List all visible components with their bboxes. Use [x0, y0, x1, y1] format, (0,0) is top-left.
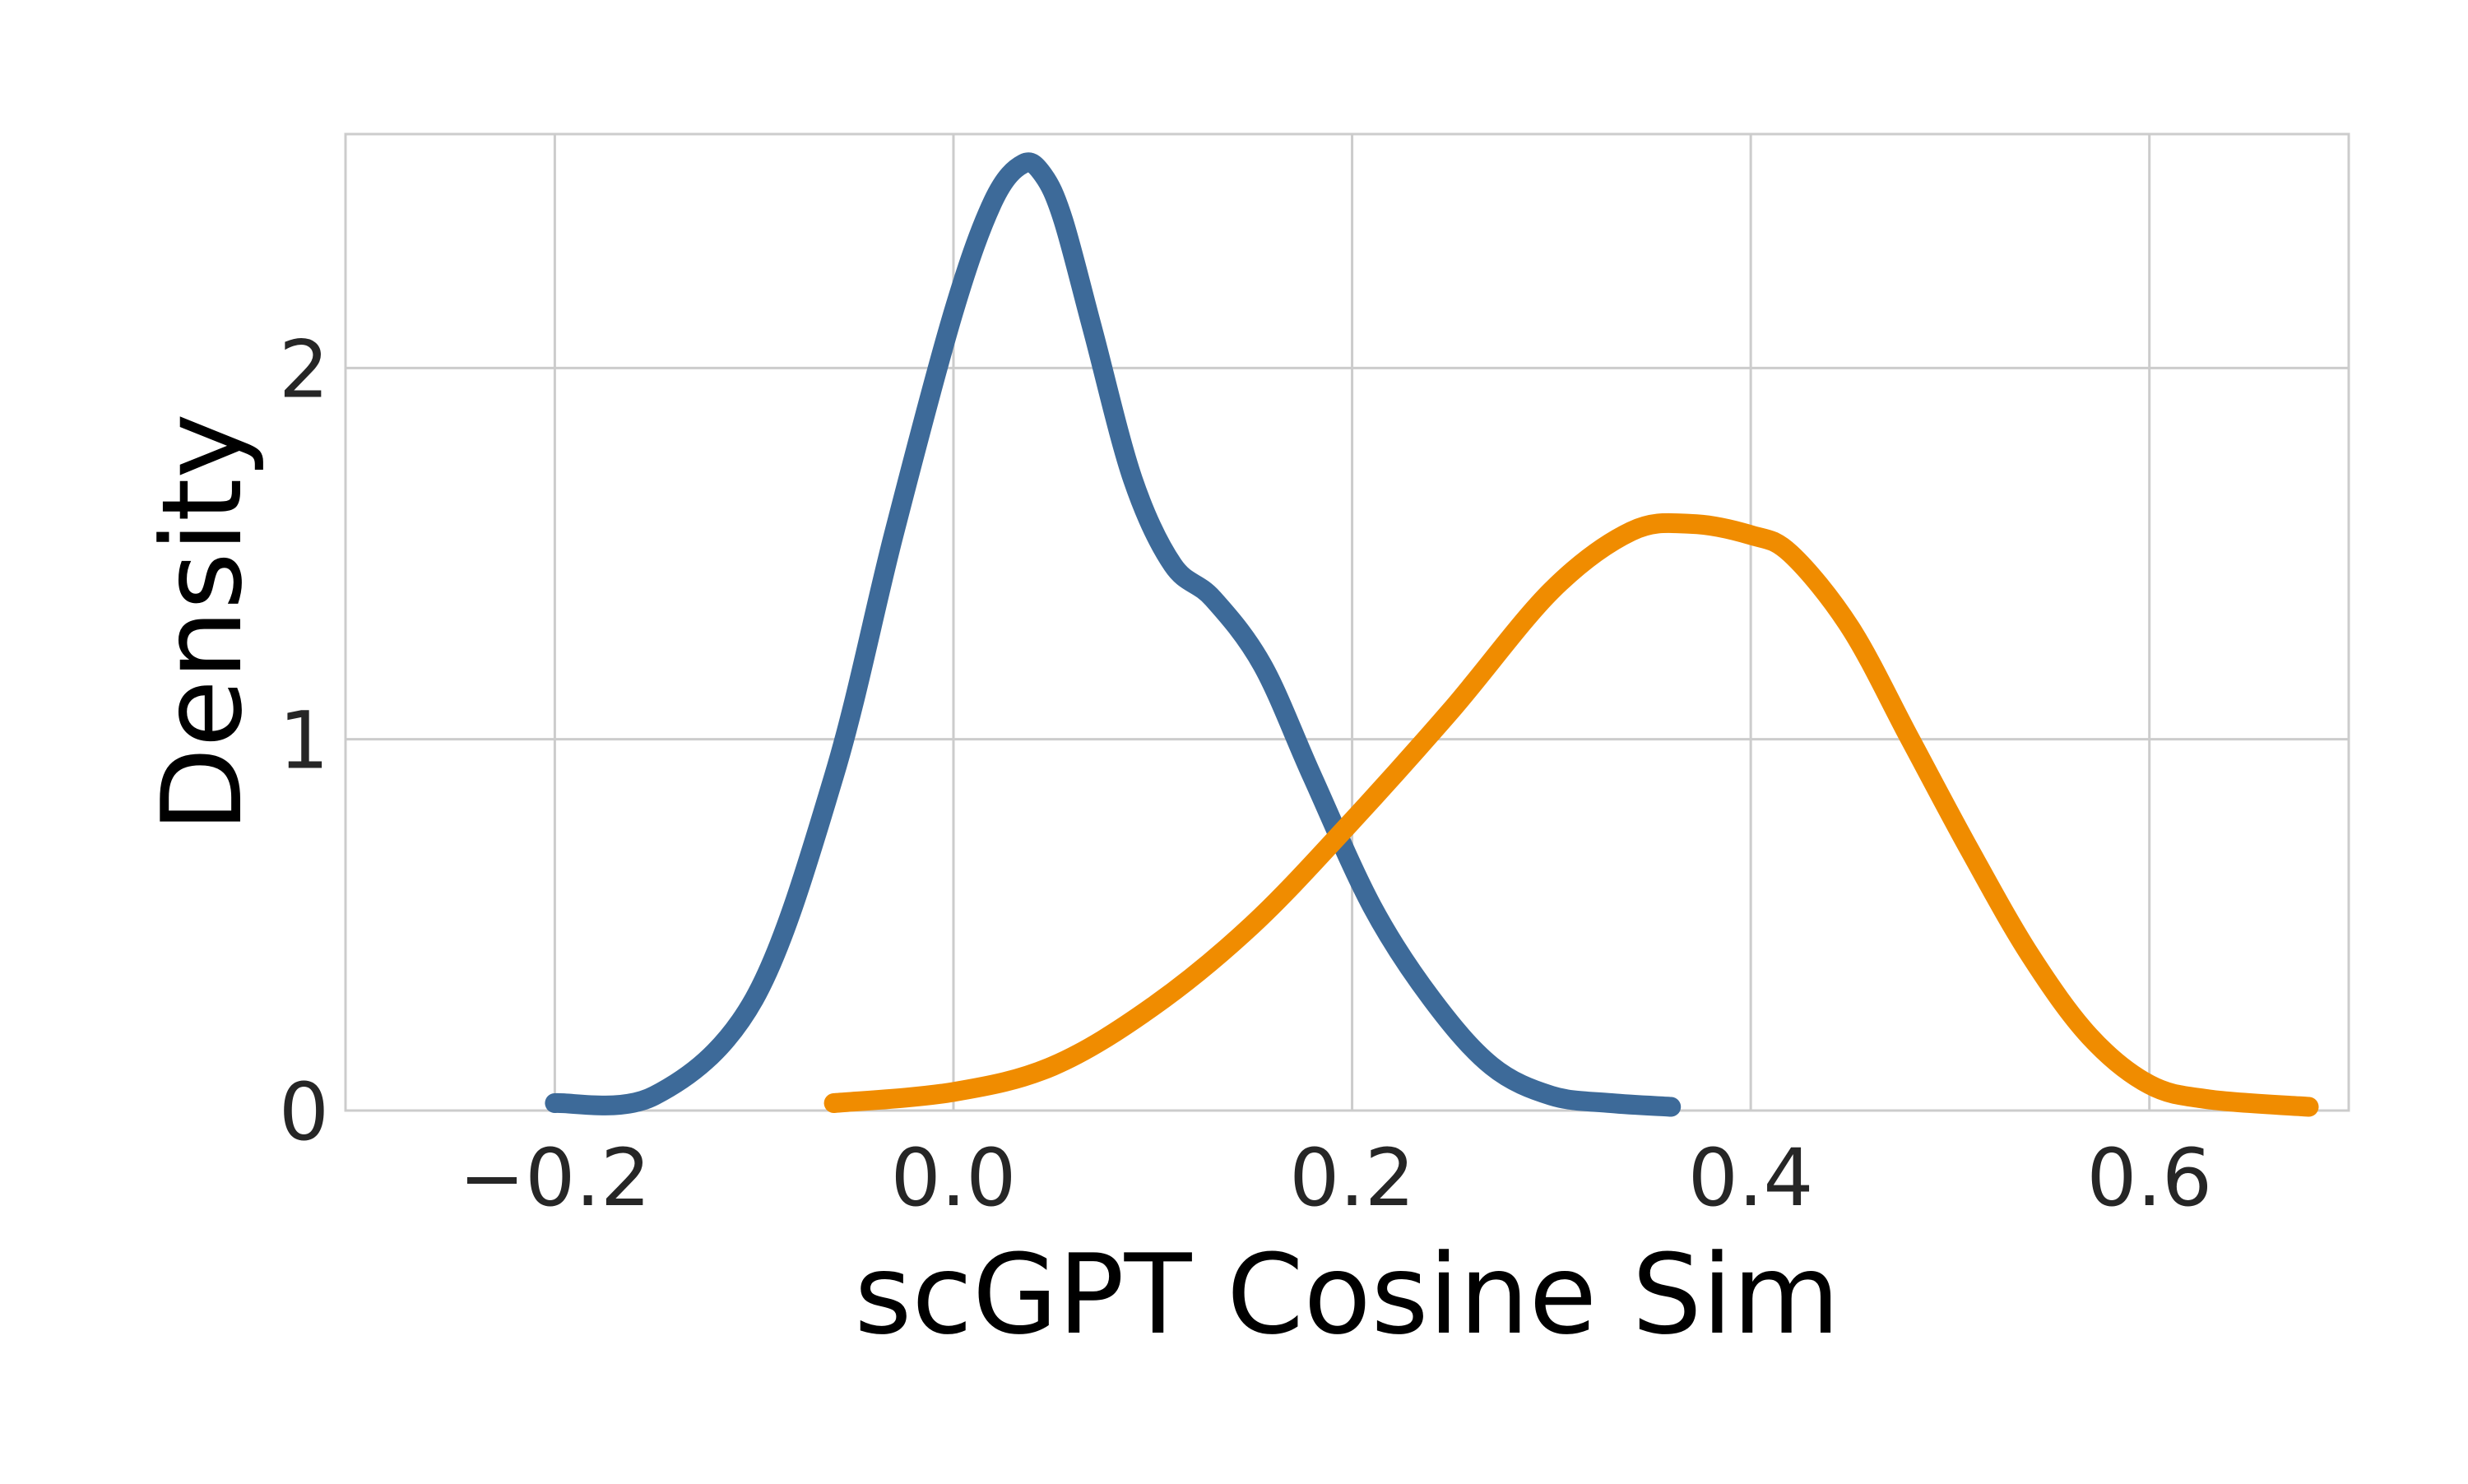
y-axis-title: Density	[138, 413, 267, 832]
x-axis-title: scGPT Cosine Sim	[855, 1231, 1840, 1359]
y-tick-label: 0	[279, 1066, 329, 1158]
plot-frame	[344, 132, 2350, 1112]
grid-layer	[346, 134, 2349, 1112]
series-layer	[545, 152, 2319, 1117]
x-tick-label: 0.4	[1688, 1132, 1814, 1224]
density-curve-1	[545, 152, 1682, 1117]
x-tick-label: 0.6	[2086, 1132, 2212, 1224]
tick-layer: −0.2 0.0 0.2 0.4 0.6 0 1 2	[279, 323, 2212, 1224]
x-tick-label: −0.2	[459, 1132, 651, 1224]
y-tick-label: 2	[279, 323, 329, 415]
density-curve-2	[823, 512, 2319, 1117]
y-tick-label: 1	[279, 695, 329, 787]
x-tick-label: 0.2	[1289, 1132, 1415, 1224]
x-tick-label: 0.0	[891, 1132, 1017, 1224]
